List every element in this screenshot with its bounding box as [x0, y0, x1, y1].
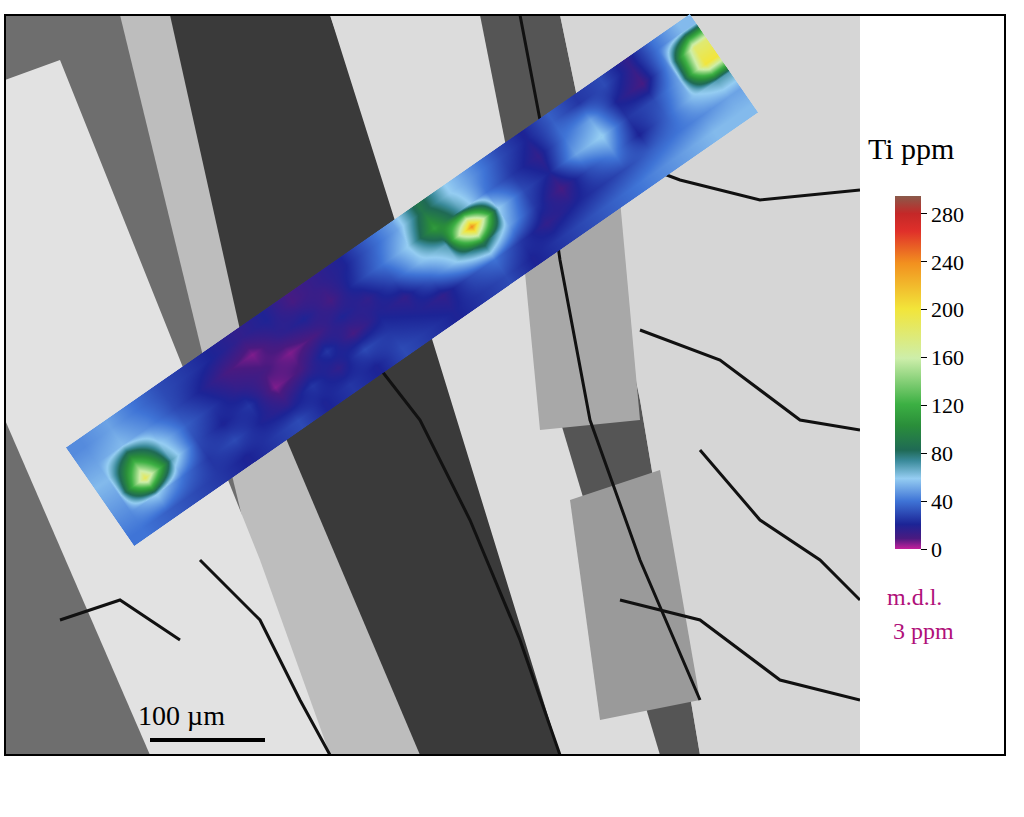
svg-text:40: 40 [931, 489, 953, 514]
html-text:m.d.l.: m.d.l. [887, 584, 943, 610]
svg-text:80: 80 [931, 441, 953, 466]
html-text:100 µm: 100 µm [138, 700, 225, 731]
html-text:3 ppm: 3 ppm [893, 618, 954, 644]
html-text:Ti ppm: Ti ppm [868, 132, 955, 165]
svg-text:280: 280 [931, 202, 964, 227]
svg-text:240: 240 [931, 250, 964, 275]
svg-text:200: 200 [931, 297, 964, 322]
svg-text:0: 0 [931, 537, 942, 562]
svg-text:120: 120 [931, 393, 964, 418]
svg-text:160: 160 [931, 345, 964, 370]
